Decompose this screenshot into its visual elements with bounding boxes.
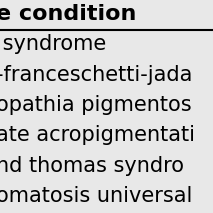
Text: e condition: e condition — [0, 4, 136, 24]
Text: nd thomas syndro: nd thomas syndro — [0, 156, 184, 176]
Text: syndrome: syndrome — [0, 34, 106, 54]
Text: -franceschetti-jada: -franceschetti-jada — [0, 65, 192, 85]
Text: ate acropigmentati: ate acropigmentati — [0, 125, 195, 145]
Text: opathia pigmentos: opathia pigmentos — [0, 95, 191, 115]
Text: omatosis universal: omatosis universal — [0, 186, 192, 206]
